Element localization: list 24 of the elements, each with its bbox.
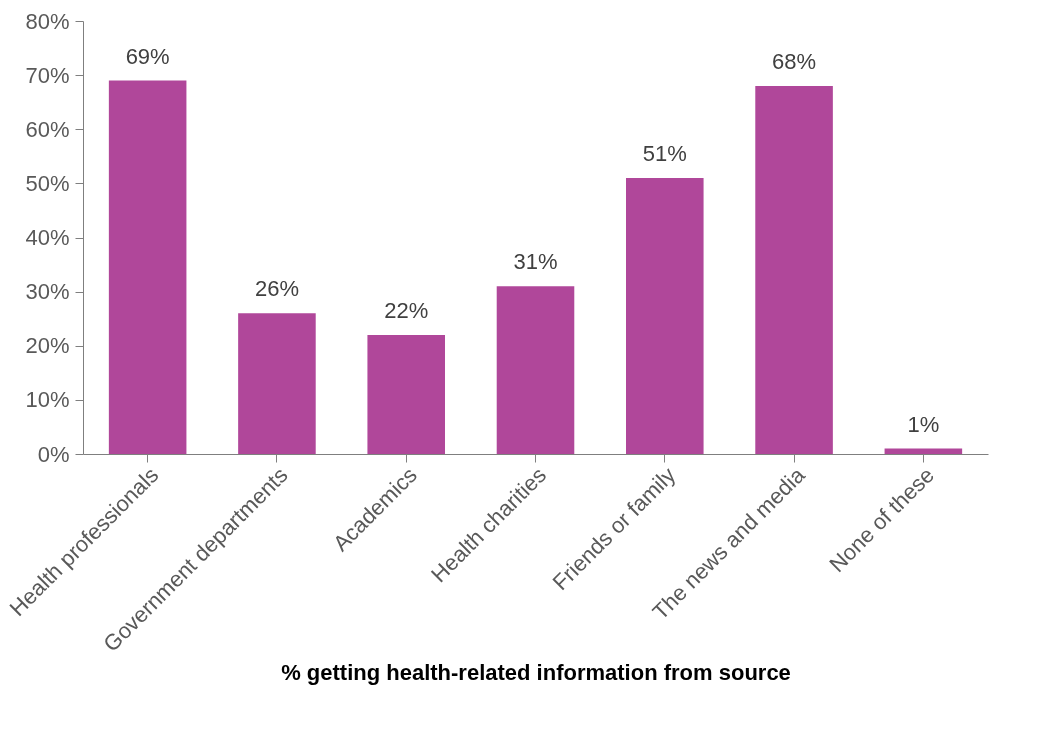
bar: [884, 448, 963, 454]
y-tick-label: 30%: [25, 279, 70, 305]
bar: [755, 85, 833, 454]
y-tick-label: 60%: [25, 116, 70, 142]
y-tick-label: 40%: [25, 225, 70, 250]
data-label: 69%: [125, 43, 170, 69]
y-tick-label: 0%: [37, 441, 70, 467]
data-label: 22%: [384, 297, 429, 323]
bar: [626, 177, 704, 454]
x-axis-title: % getting health-related information from source: [281, 659, 791, 685]
bar: [238, 313, 316, 454]
data-label: 51%: [642, 140, 687, 166]
y-tick-label: 50%: [25, 170, 70, 196]
bar: [496, 286, 575, 454]
data-label: 1%: [907, 411, 940, 437]
bar: [108, 80, 187, 454]
y-tick-label: 20%: [25, 333, 70, 359]
y-tick-label: 80%: [25, 8, 70, 34]
data-label: 68%: [772, 48, 817, 74]
data-label: 26%: [254, 276, 299, 302]
bar: [367, 334, 445, 454]
y-tick-label: 10%: [25, 387, 70, 413]
data-label: 31%: [513, 249, 558, 275]
y-tick-label: 70%: [25, 62, 70, 88]
